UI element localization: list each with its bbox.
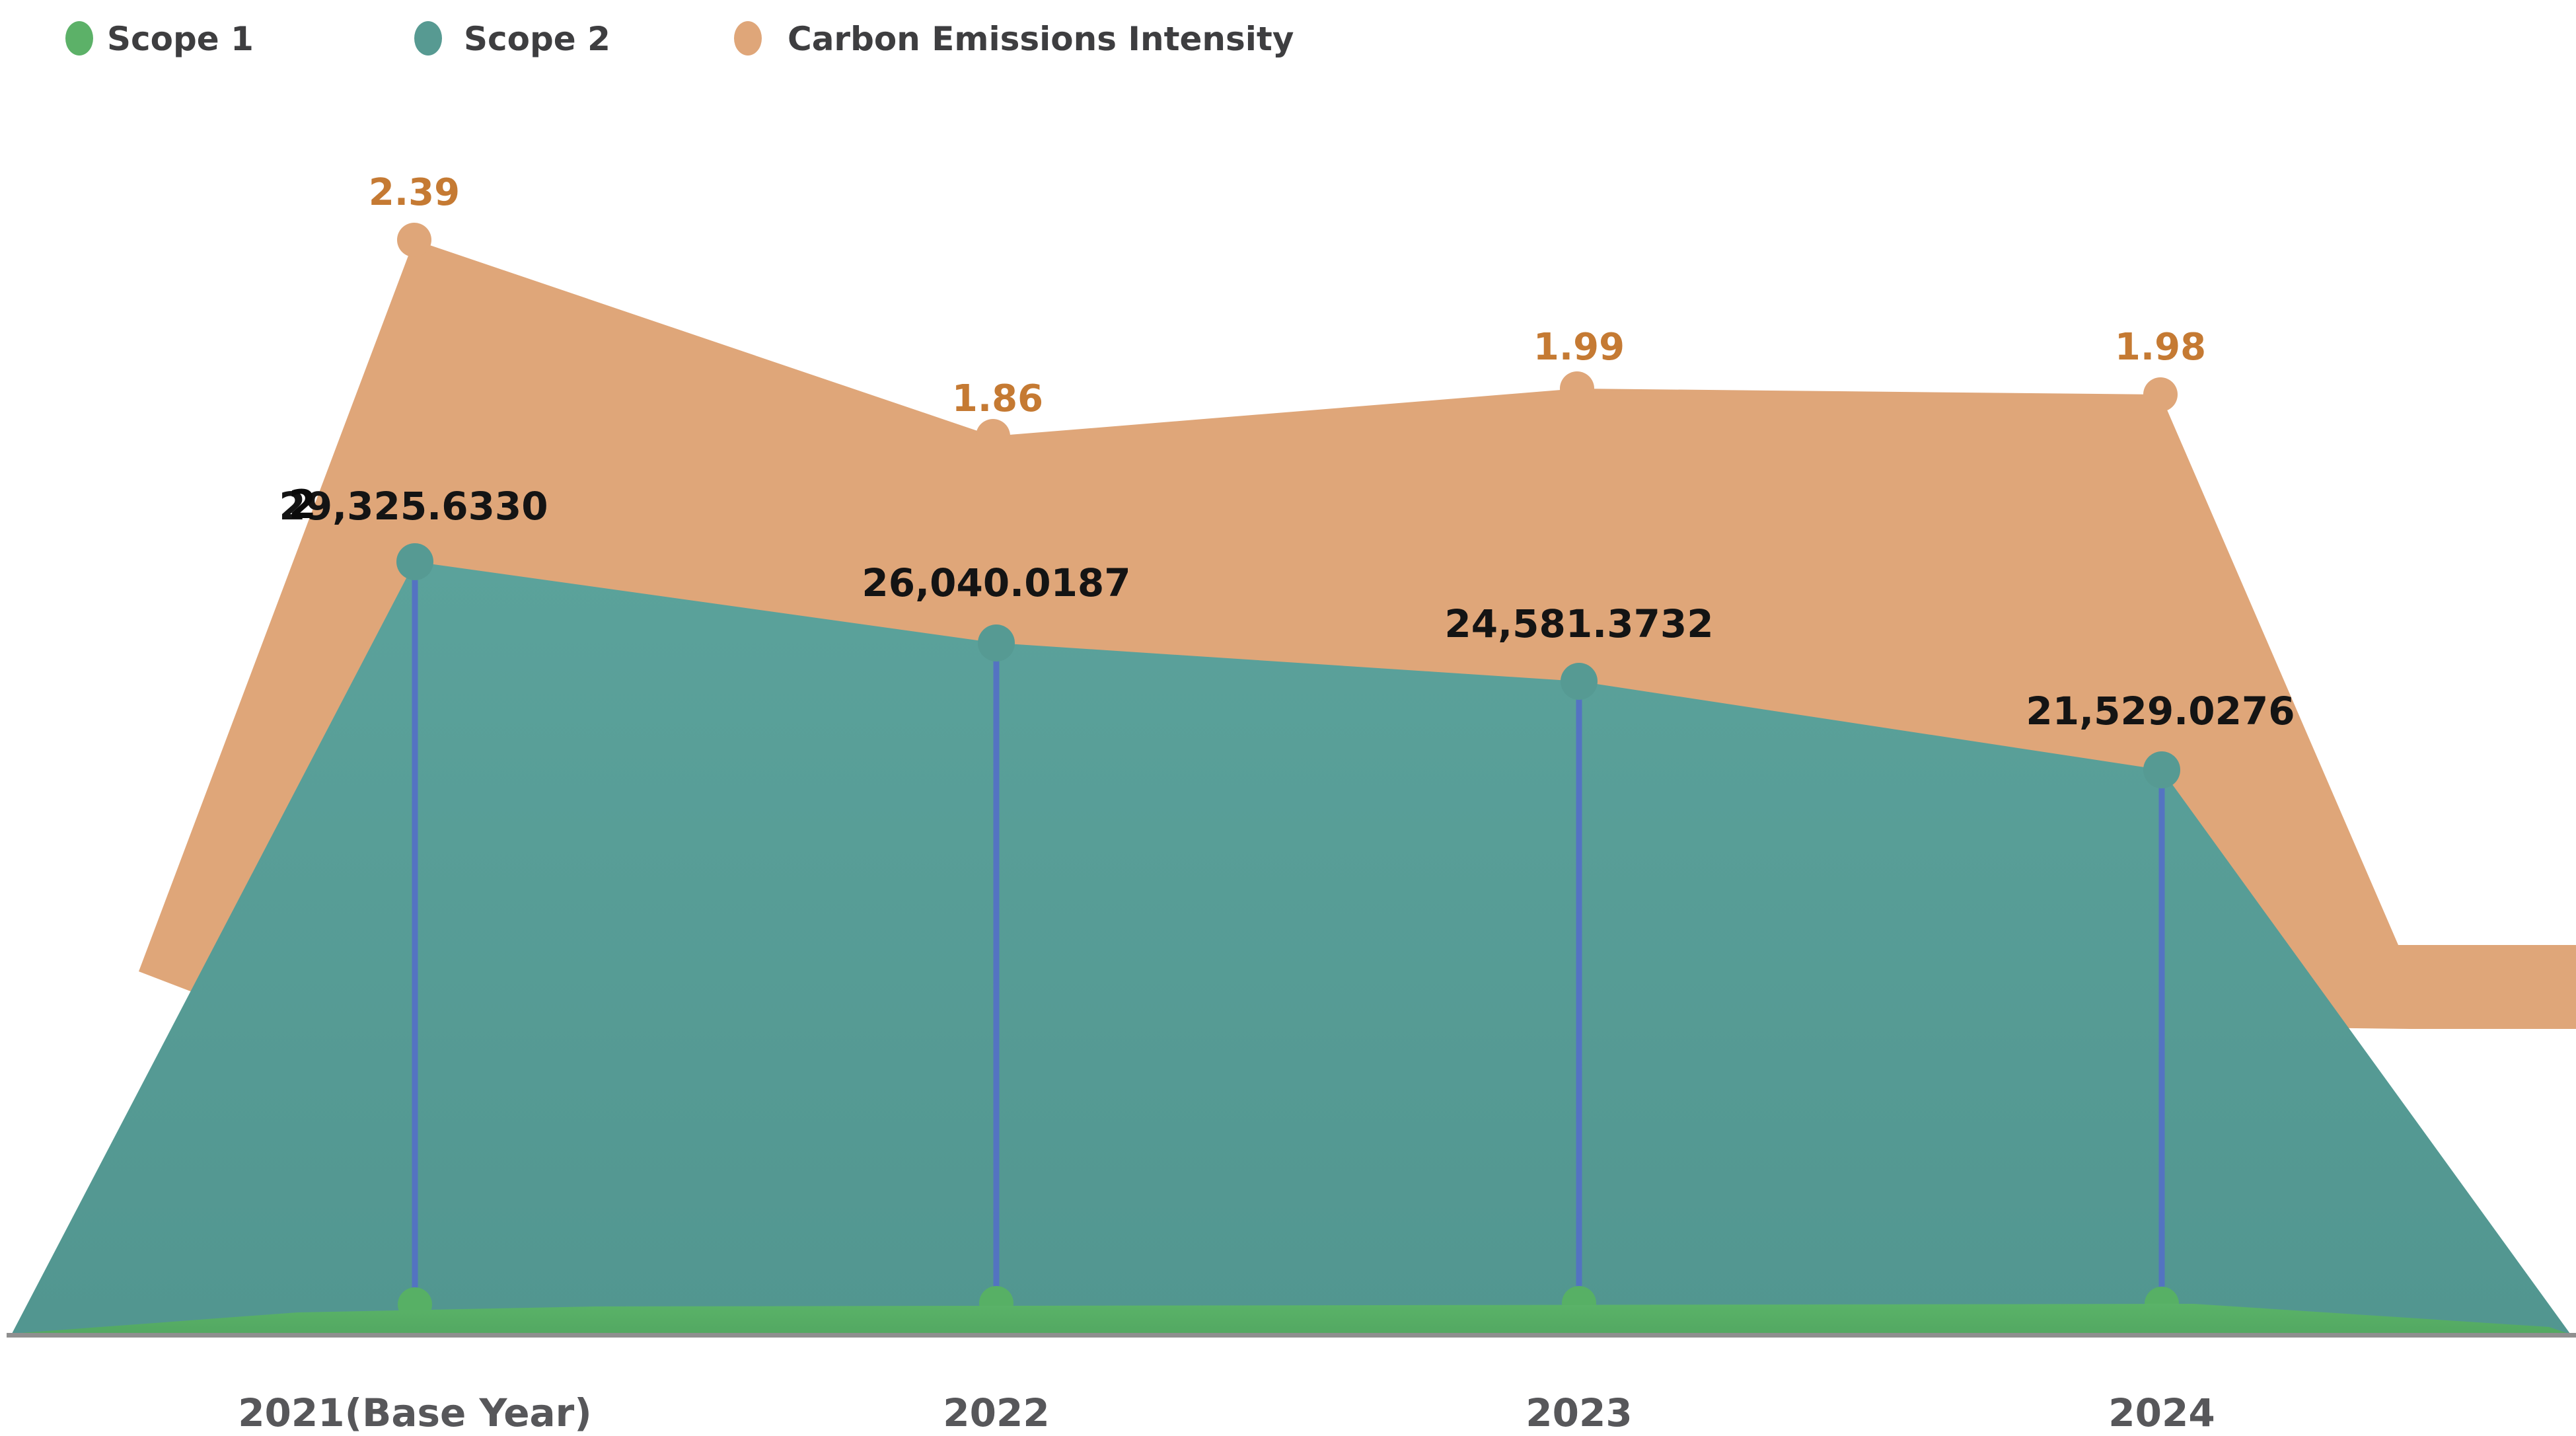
legend-swatch-scope1 <box>65 21 93 56</box>
legend-swatch-intensity <box>734 21 762 56</box>
intensity-marker[interactable] <box>2143 377 2178 412</box>
x-axis-label: 2023 <box>1526 1390 1632 1435</box>
legend-label-scope1: Scope 1 <box>107 20 254 58</box>
scope2-value-label: 29,325.6330 <box>279 484 548 529</box>
scope1-area[interactable] <box>12 1304 2569 1334</box>
scope2-marker[interactable] <box>2143 751 2180 788</box>
legend: Scope 1 Scope 2 Carbon Emissions Intensi… <box>65 20 1294 58</box>
scope2-marker[interactable] <box>396 543 433 580</box>
scope2-value-label: 26,040.0187 <box>862 560 1130 605</box>
scope2-value-label: 21,529.0276 <box>2026 689 2295 734</box>
legend-label-scope2: Scope 2 <box>464 20 610 58</box>
legend-item-scope2[interactable]: Scope 2 <box>414 20 610 58</box>
x-axis-label: 2022 <box>943 1390 1049 1435</box>
scope2-area[interactable] <box>12 562 2570 1334</box>
x-axis-label: 2021(Base Year) <box>238 1390 592 1435</box>
legend-item-intensity[interactable]: Carbon Emissions Intensity <box>734 20 1294 58</box>
x-axis-line <box>7 1333 2576 1338</box>
intensity-marker[interactable] <box>976 419 1010 453</box>
legend-swatch-scope2 <box>414 21 442 56</box>
legend-item-scope1[interactable]: Scope 1 <box>65 20 254 58</box>
legend-label-intensity: Carbon Emissions Intensity <box>788 20 1294 58</box>
intensity-value-label: 1.86 <box>952 377 1043 420</box>
x-axis-label: 2024 <box>2108 1390 2215 1435</box>
intensity-value-label: 2.39 <box>369 171 460 214</box>
scope2-value-label: 24,581.3732 <box>1444 601 1713 646</box>
rendering-artifact-char: 2 <box>289 482 316 528</box>
intensity-marker[interactable] <box>397 223 431 257</box>
intensity-value-label: 1.98 <box>2115 326 2206 369</box>
intensity-value-label: 1.99 <box>1533 326 1625 369</box>
scope2-marker[interactable] <box>978 624 1015 661</box>
intensity-marker[interactable] <box>1560 371 1594 406</box>
scope2-marker[interactable] <box>1561 663 1598 700</box>
